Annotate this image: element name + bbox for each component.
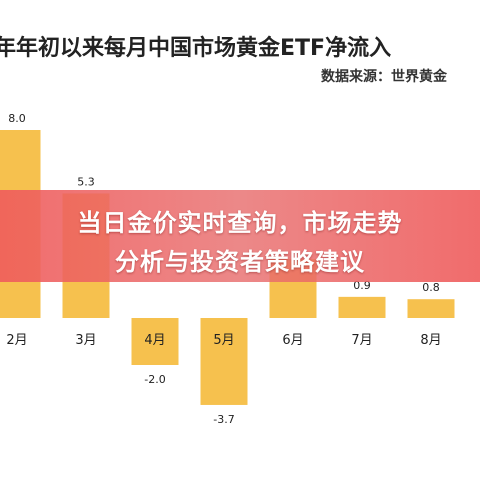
bar-8月 — [407, 299, 455, 318]
category-labels-group: 2月 3月 4月 5月 6月 7月 8月 — [6, 333, 441, 348]
value-label-8月: 0.8 — [422, 281, 440, 294]
bar-7月 — [338, 296, 386, 318]
category-label-5月: 5月 — [213, 333, 234, 348]
chart-title: 年年初以来每月中国市场黄金ETF净流入 — [0, 36, 392, 61]
value-label-5月: -3.7 — [213, 413, 234, 426]
banner-headline: 当日金价实时查询，市场走势 — [77, 209, 403, 237]
category-label-3月: 3月 — [75, 333, 96, 348]
category-label-8月: 8月 — [420, 333, 441, 348]
category-label-6月: 6月 — [282, 333, 303, 348]
bar-5月 — [200, 318, 248, 405]
value-label-4月: -2.0 — [144, 373, 165, 386]
category-label-2月: 2月 — [6, 333, 27, 348]
banner-subheadline: 分析与投资者策略建议 — [115, 248, 365, 276]
value-labels-group: 8.0 5.3 -2.0 -3.7 0.9 0.8 — [8, 112, 440, 426]
chart-source: 数据来源：世界黄金 — [321, 69, 447, 85]
value-label-3月: 5.3 — [77, 175, 95, 188]
value-label-2月: 8.0 — [8, 112, 26, 125]
category-label-4月: 4月 — [144, 333, 165, 348]
bar-4月 — [131, 318, 179, 365]
value-label-7月: 0.9 — [353, 279, 371, 292]
promo-banner — [0, 190, 480, 282]
category-label-7月: 7月 — [351, 333, 372, 348]
